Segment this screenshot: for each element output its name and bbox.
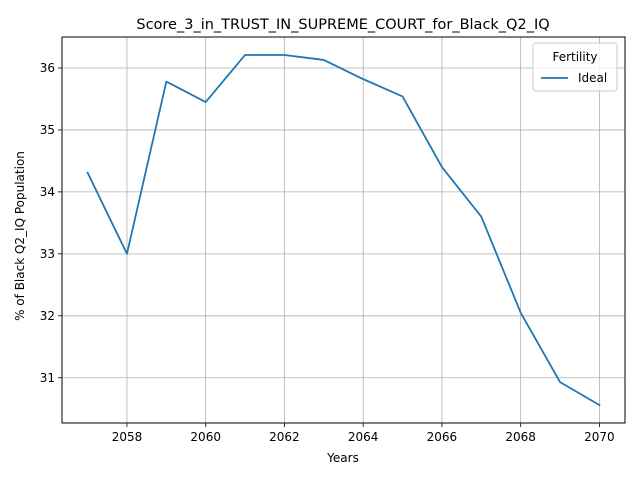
data-point <box>559 381 561 383</box>
legend-box <box>532 42 618 92</box>
x-axis-label: Years <box>326 451 359 465</box>
data-point <box>126 253 128 255</box>
x-tick-label: 2064 <box>348 430 379 444</box>
data-point <box>362 78 364 80</box>
y-tick-label: 34 <box>40 185 55 199</box>
axis-ticks: 2058 2060 2062 2064 2066 2068 2070 31 32 33 34 35 36 <box>40 61 615 444</box>
data-point <box>323 59 325 61</box>
x-tick-label: 2068 <box>505 430 536 444</box>
chart-title: Score_3_in_TRUST_IN_SUPREME_COURT_for_Bl… <box>136 17 549 33</box>
x-tick-label: 2070 <box>584 430 615 444</box>
y-tick-label: 33 <box>40 247 55 261</box>
data-point <box>165 80 167 82</box>
x-tick-label: 2066 <box>427 430 458 444</box>
grid <box>62 37 625 423</box>
data-point <box>480 215 482 217</box>
x-tick-label: 2062 <box>269 430 300 444</box>
y-tick-label: 36 <box>40 61 55 75</box>
legend-label-ideal: Ideal <box>578 71 607 85</box>
data-point <box>244 54 246 56</box>
y-axis-label: % of Black Q2_IQ Population <box>13 151 27 321</box>
y-tick-label: 31 <box>40 371 55 385</box>
data-point <box>598 404 600 406</box>
data-point <box>519 312 521 314</box>
data-point <box>401 95 403 97</box>
data-point <box>205 101 207 103</box>
series-layer <box>86 54 601 407</box>
x-tick-label: 2060 <box>190 430 221 444</box>
data-point <box>86 171 88 173</box>
plot-area-frame <box>61 36 626 424</box>
data-point <box>283 54 285 56</box>
y-tick-label: 32 <box>40 309 55 323</box>
legend: Fertility Ideal <box>532 42 618 92</box>
legend-title: Fertility <box>552 50 597 64</box>
data-point <box>441 166 443 168</box>
series-line-ideal <box>86 54 601 407</box>
y-tick-label: 35 <box>40 123 55 137</box>
x-tick-label: 2058 <box>112 430 143 444</box>
